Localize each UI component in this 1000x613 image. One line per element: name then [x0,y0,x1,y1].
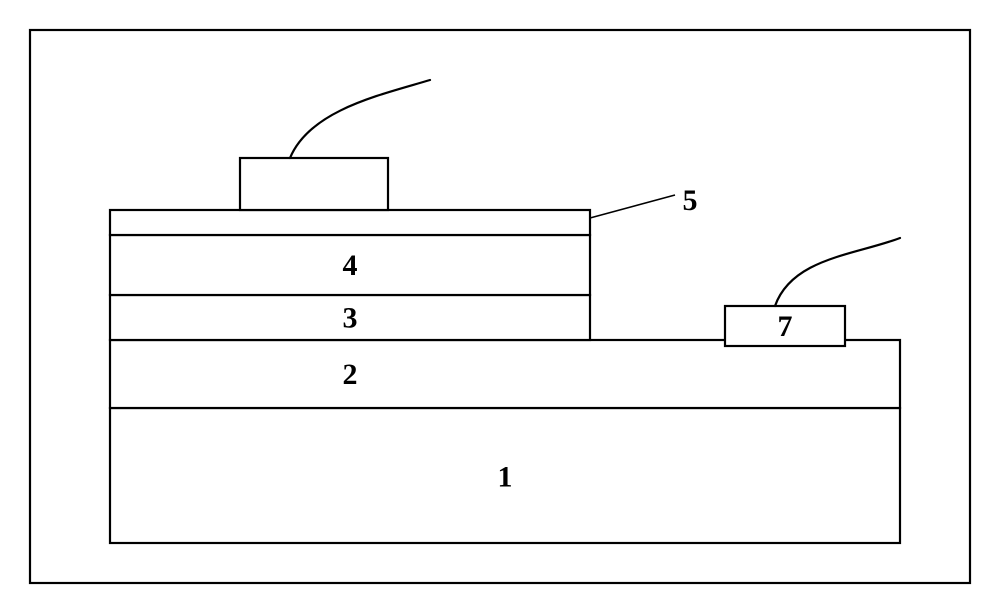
leader-line-5 [590,195,675,218]
wire-top [290,80,430,158]
label-7: 7 [778,310,793,343]
label-5: 5 [683,184,698,217]
label-2: 2 [343,358,358,391]
wire-right [775,238,900,306]
label-1: 1 [498,460,513,493]
layer-5 [110,210,590,235]
label-3: 3 [343,301,358,334]
label-4: 4 [343,249,358,282]
contact-top [240,158,388,210]
layer-2 [110,340,900,408]
